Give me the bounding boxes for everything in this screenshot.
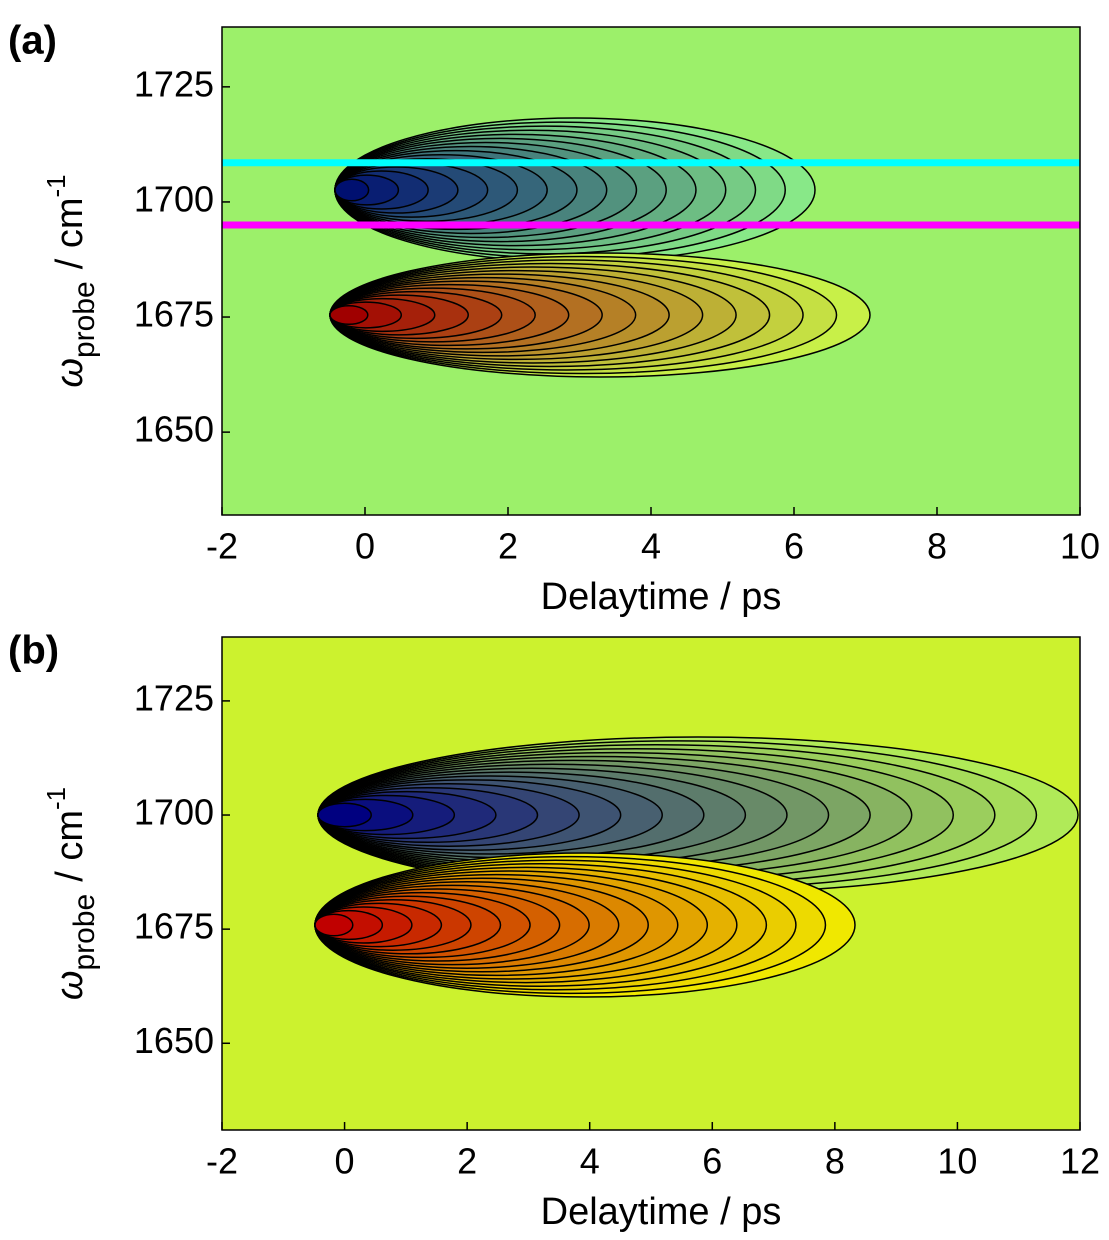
x-tick-label: 2 [457,1141,477,1182]
x-tick-label: 8 [825,1141,845,1182]
x-tick-label: 10 [1060,526,1100,567]
panel-label: (b) [8,629,59,673]
x-tick-label: -2 [206,1141,238,1182]
y-label-subscript: probe [68,894,101,971]
y-label-symbol: ω [49,971,91,1001]
x-tick-label: 4 [641,526,661,567]
y-label-exponent: -1 [41,787,71,810]
plot-frame [221,636,1081,1131]
y-label-unit: / cm [49,198,91,270]
x-tick-label: 0 [355,526,375,567]
y-tick-label: 1675 [134,294,214,335]
y-tick-label: 1700 [134,178,214,219]
x-axis-label: Delaytime / ps [541,1191,782,1233]
plot-area [222,637,1080,1130]
y-tick-label: 1725 [134,63,214,104]
y-axis-label: ωprobe / cm-1 [41,787,101,1000]
y-tick-label: 1675 [134,906,214,947]
y-tick-label: 1725 [134,677,214,718]
contour-level [314,913,354,937]
y-tick-label: 1650 [134,409,214,450]
contour-level [317,802,372,828]
x-tick-label: -2 [206,526,238,567]
plot-area [222,27,1080,515]
y-tick-label: 1700 [134,792,214,833]
x-tick-label: 8 [927,526,947,567]
x-tick-label: 6 [784,526,804,567]
panel-label: (a) [8,19,57,63]
y-label-subscript: probe [68,281,101,358]
x-tick-label: 0 [335,1141,355,1182]
y-label-symbol: ω [49,358,91,388]
y-tick-label: 1650 [134,1020,214,1061]
contour-panel: -2 0 2 4 6 8 10 1650 1675 1700 1725 Delaytime / ps (… [8,19,1100,618]
x-tick-label: 2 [498,526,518,567]
x-tick-label: 12 [1060,1141,1100,1182]
x-axis-label: Delaytime / ps [541,576,782,618]
x-tick-label: 6 [702,1141,722,1182]
contour-panel: -2 0 2 4 6 8 10 12 1650 1675 1700 1725 Delaytime / p… [8,629,1100,1233]
y-axis-label: ωprobe / cm-1 [41,174,101,387]
contour-level [329,304,369,326]
y-label-exponent: -1 [41,174,71,197]
x-tick-label: 10 [937,1141,977,1182]
contour-level [334,178,370,202]
y-label-unit: / cm [49,810,91,882]
x-tick-label: 4 [580,1141,600,1182]
